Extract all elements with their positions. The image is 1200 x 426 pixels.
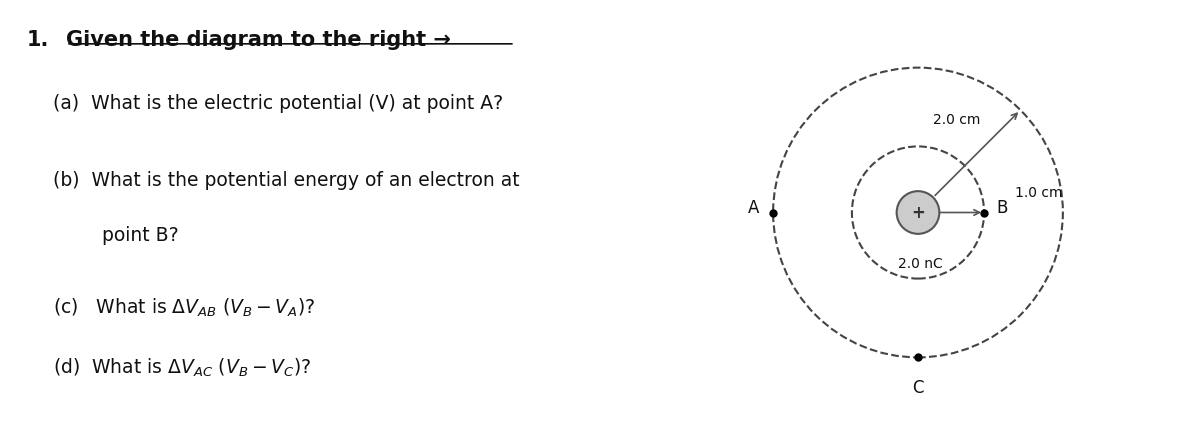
Text: C: C (912, 378, 924, 396)
Text: 1.0 cm: 1.0 cm (1014, 186, 1062, 200)
Text: (d)  What is $\Delta V_{AC}$ $(V_B - V_C)$?: (d) What is $\Delta V_{AC}$ $(V_B - V_C)… (53, 356, 311, 378)
Text: +: + (911, 204, 925, 222)
Text: (c)   What is $\Delta V_{AB}$ $(V_B - V_A)$?: (c) What is $\Delta V_{AB}$ $(V_B - V_A)… (53, 296, 316, 318)
Text: (a)  What is the electric potential (V) at point A?: (a) What is the electric potential (V) a… (53, 94, 503, 112)
Text: 2.0 nC: 2.0 nC (898, 256, 943, 270)
Text: A: A (748, 199, 758, 217)
Circle shape (896, 192, 940, 234)
Text: 2.0 cm: 2.0 cm (932, 112, 980, 127)
Text: point B?: point B? (102, 226, 179, 245)
Text: Given the diagram to the right →: Given the diagram to the right → (66, 30, 451, 50)
Text: B: B (997, 199, 1008, 217)
Text: 1.: 1. (26, 30, 49, 50)
Text: (b)  What is the potential energy of an electron at: (b) What is the potential energy of an e… (53, 170, 520, 189)
